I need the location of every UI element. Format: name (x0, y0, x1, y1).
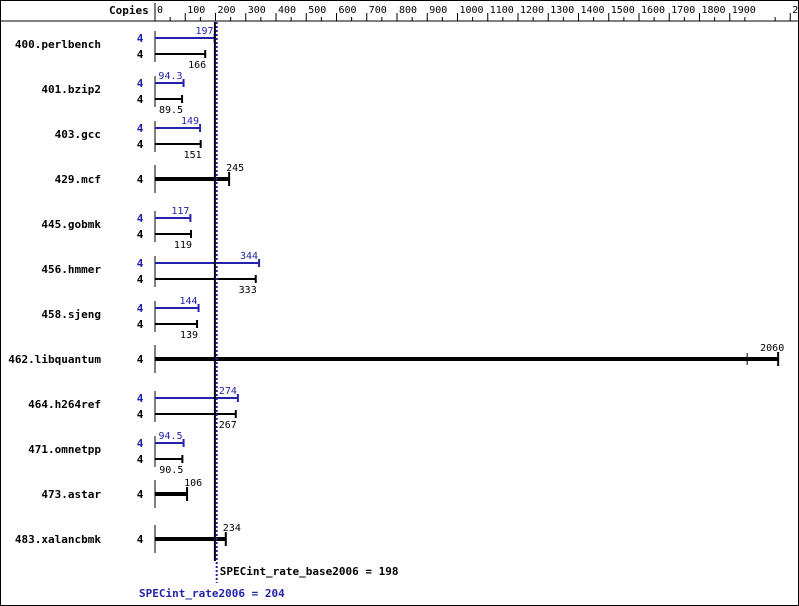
tick-label: 500 (308, 5, 326, 16)
tick-label: 1700 (671, 5, 695, 16)
benchmark-label: 473.astar (41, 488, 101, 501)
tick-label: 700 (369, 5, 387, 16)
tick-label: 1400 (581, 5, 605, 16)
base-copies: 4 (137, 353, 144, 366)
peak-value-label: 149 (181, 116, 199, 127)
tick-label: 1200 (520, 5, 544, 16)
benchmark-label: 400.perlbench (15, 38, 101, 51)
tick-label: 800 (399, 5, 417, 16)
base-copies: 4 (137, 228, 144, 241)
peak-value-label: 344 (240, 251, 258, 262)
peak-value-label: 274 (219, 386, 237, 397)
benchmark-label: 464.h264ref (28, 398, 101, 411)
peak-copies: 4 (137, 257, 144, 270)
benchmark-label: 471.omnetpp (28, 443, 101, 456)
base-value-label: 139 (180, 330, 198, 341)
tick-label: 400 (278, 5, 296, 16)
base-value-label: 166 (188, 60, 206, 71)
benchmark-label: 429.mcf (55, 173, 101, 186)
base-copies: 4 (137, 273, 144, 286)
benchmark-label: 445.gobmk (41, 218, 101, 231)
benchmark-label: 403.gcc (55, 128, 101, 141)
tick-label: 900 (429, 5, 447, 16)
benchmark-label: 458.sjeng (41, 308, 101, 321)
base-copies: 4 (137, 408, 144, 421)
tick-label: 1500 (611, 5, 635, 16)
peak-value-label: 94.3 (158, 71, 182, 82)
benchmark-label: 483.xalancbmk (15, 533, 101, 546)
base-value-label: 267 (219, 420, 237, 431)
peak-value-label: 144 (179, 296, 197, 307)
peak-copies: 4 (137, 302, 144, 315)
tick-label: 1600 (641, 5, 665, 16)
base-value-label: 234 (223, 523, 241, 534)
peak-copies: 4 (137, 122, 144, 135)
tick-label: 0 (157, 5, 163, 16)
tick-label: 1100 (490, 5, 514, 16)
tick-label: 1300 (550, 5, 574, 16)
peak-copies: 4 (137, 437, 144, 450)
benchmark-label: 462.libquantum (8, 353, 101, 366)
peak-value-label: 94.5 (158, 431, 182, 442)
tick-label: 600 (339, 5, 357, 16)
base-value-label: 245 (226, 163, 244, 174)
base-value-label: 333 (239, 285, 257, 296)
tick-label: 1800 (702, 5, 726, 16)
tick-label: 100 (187, 5, 205, 16)
base-copies: 4 (137, 48, 144, 61)
tick-label: 200 (218, 5, 236, 16)
tick-label: 300 (248, 5, 266, 16)
base-copies: 4 (137, 93, 144, 106)
tick-label: 1900 (732, 5, 756, 16)
base-copies: 4 (137, 533, 144, 546)
base-value-label: 2060 (760, 343, 784, 354)
peak-value-label: 197 (196, 26, 214, 37)
axis-title: Copies (109, 4, 149, 17)
peak-copies: 4 (137, 32, 144, 45)
base-value-label: 89.5 (159, 105, 183, 116)
base-copies: 4 (137, 138, 144, 151)
base-value-label: 151 (184, 150, 202, 161)
base-value-label: 106 (184, 478, 202, 489)
peak-value-label: 117 (171, 206, 189, 217)
peak-copies: 4 (137, 77, 144, 90)
base-copies: 4 (137, 488, 144, 501)
base-copies: 4 (137, 318, 144, 331)
base-summary-label: SPECint_rate_base2006 = 198 (220, 565, 399, 578)
peak-copies: 4 (137, 392, 144, 405)
benchmark-label: 456.hmmer (41, 263, 101, 276)
benchmark-label: 401.bzip2 (41, 83, 101, 96)
base-copies: 4 (137, 453, 144, 466)
base-copies: 4 (137, 173, 144, 186)
tick-label: 1000 (460, 5, 484, 16)
peak-summary-label: SPECint_rate2006 = 204 (139, 587, 285, 600)
peak-copies: 4 (137, 212, 144, 225)
base-value-label: 90.5 (159, 465, 183, 476)
base-value-label: 119 (174, 240, 192, 251)
tick-label: 2100 (792, 5, 799, 16)
